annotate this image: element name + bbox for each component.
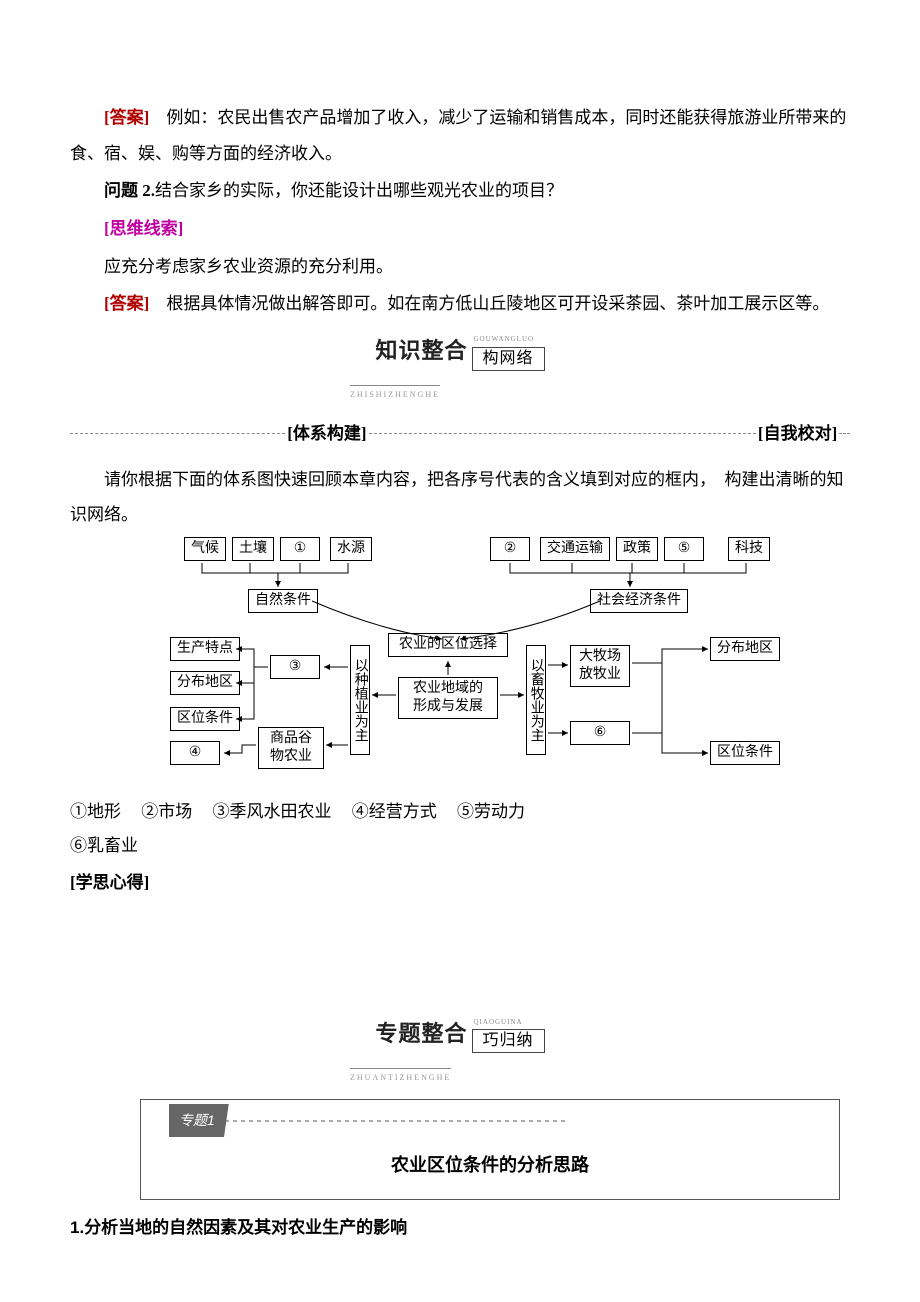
question-label: 问题 2.	[104, 181, 155, 200]
node-water: 水源	[330, 537, 372, 561]
topic-panel: 专题1 农业区位条件的分析思路	[140, 1099, 840, 1200]
para-question-2: 问题 2.结合家乡的实际，你还能设计出哪些观光农业的项目？	[70, 173, 850, 209]
dash-line	[70, 433, 285, 434]
topic-tab: 专题1	[169, 1104, 229, 1137]
ans-2: ②市场	[141, 802, 192, 821]
learn-notes-label: [学思心得]	[70, 865, 850, 901]
node-tech: 科技	[728, 537, 770, 561]
blank-note-area	[70, 901, 850, 1011]
zt-box: 巧归纳	[472, 1029, 545, 1053]
para-intro: 请你根据下面的体系图快速回顾本章内容，把各序号代表的含义填到对应的框内， 构建出…	[70, 462, 850, 533]
node-social: 社会经济条件	[590, 589, 688, 613]
node-prod-feat: 生产特点	[170, 637, 240, 661]
answer-text-2: 根据具体情况做出解答即可。如在南方低山丘陵地区可开设采茶园、茶叶加工展示区等。	[149, 294, 829, 313]
ans-4: ④经营方式	[352, 802, 437, 821]
node-loc-cond-r: 区位条件	[710, 741, 780, 765]
node-blank-1: ①	[280, 537, 320, 561]
sec1-num: 1.	[70, 1218, 84, 1237]
sec1-text: 分析当地的自然因素及其对农业生产的影响	[84, 1218, 407, 1237]
dashed-section-row: [体系构建] [自我校对]	[70, 416, 850, 452]
answer-label-2: [答案]	[104, 294, 149, 313]
kz-title: 知识整合	[375, 328, 467, 374]
node-blank-5: ⑤	[664, 537, 704, 561]
para-answer-1: [答案] 例如：农民出售农产品增加了收入，减少了运输和销售成本，同时还能获得旅游…	[70, 100, 850, 171]
node-blank-6: ⑥	[570, 721, 630, 745]
para-answer-2: [答案] 根据具体情况做出解答即可。如在南方低山丘陵地区可开设采茶园、茶叶加工展…	[70, 286, 850, 322]
dash-left-label: [体系构建]	[287, 416, 366, 452]
kz-box-pinyin: GOUWANGLUO	[474, 332, 535, 347]
question-text: 结合家乡的实际，你还能设计出哪些观光农业的项目？	[155, 181, 563, 200]
node-region-formation: 农业地域的 形成与发展	[398, 677, 498, 719]
ans-5: ⑤劳动力	[457, 802, 525, 821]
dash-line	[369, 433, 756, 434]
node-location-choice: 农业的区位选择	[388, 633, 508, 657]
fill-answers: ①地形 ②市场 ③季风水田农业 ④经营方式 ⑤劳动力 ⑥乳畜业	[70, 795, 850, 863]
dash-line	[839, 433, 850, 434]
knowledge-integration-header: 知识整合 GOUWANGLUO 构网络 ZHISHIZHENGHE	[340, 328, 580, 410]
node-transport: 交通运输	[540, 537, 610, 561]
zt-title: 专题整合	[375, 1011, 467, 1057]
node-dist-area-r: 分布地区	[710, 637, 780, 661]
kz-pinyin: ZHISHIZHENGHE	[350, 385, 440, 404]
ans-1: ①地形	[70, 802, 121, 821]
para-hint-text: 应充分考虑家乡农业资源的充分利用。	[70, 249, 850, 285]
node-vert-livestock: 以畜牧业为主	[526, 645, 546, 755]
node-blank-3: ③	[270, 655, 320, 679]
section-1-heading: 1.分析当地的自然因素及其对农业生产的影响	[70, 1210, 850, 1246]
node-loc-cond-l: 区位条件	[170, 707, 240, 731]
answer-label: [答案]	[104, 108, 149, 127]
node-blank-2: ②	[490, 537, 530, 561]
kz-box: 构网络	[472, 347, 545, 371]
answer-text: 例如：农民出售农产品增加了收入，减少了运输和销售成本，同时还能获得旅游业所带来的…	[70, 108, 846, 163]
node-blank-4: ④	[170, 741, 220, 765]
node-ranch: 大牧场 放牧业	[570, 645, 630, 687]
node-climate: 气候	[184, 537, 226, 561]
zt-pinyin: ZHUANTIZHENGHE	[350, 1068, 451, 1087]
dash-right-label: [自我校对]	[758, 416, 837, 452]
zt-box-pinyin: QIAOGUINA	[474, 1015, 523, 1030]
hint-label: [思维线索]	[104, 219, 183, 238]
concept-diagram: 气候 土壤 ① 水源 ② 交通运输 政策 ⑤ 科技 自然条件 社会经济条件 农业…	[170, 537, 810, 787]
para-hint-label: [思维线索]	[70, 211, 850, 247]
tab-stripe	[225, 1120, 565, 1122]
topic-title: 农业区位条件的分析思路	[141, 1137, 839, 1199]
node-soil: 土壤	[232, 537, 274, 561]
node-grain: 商品谷 物农业	[258, 727, 324, 769]
ans-3: ③季风水田农业	[213, 802, 332, 821]
node-vert-planting: 以种植业为主	[350, 645, 370, 755]
node-dist-area-l: 分布地区	[170, 671, 240, 695]
node-policy: 政策	[616, 537, 658, 561]
topic-integration-header: 专题整合 QIAOGUINA 巧归纳 ZHUANTIZHENGHE	[340, 1011, 580, 1093]
ans-6: ⑥乳畜业	[70, 829, 850, 863]
node-natural: 自然条件	[248, 589, 318, 613]
